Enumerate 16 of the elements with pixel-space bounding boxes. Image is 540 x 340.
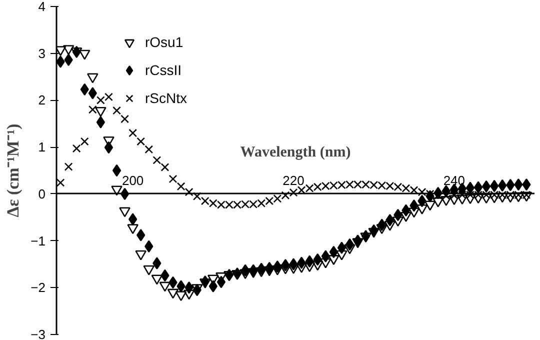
y-tick-label: 1 — [38, 140, 46, 155]
y-tick-label: −1 — [30, 233, 46, 248]
legend-label: rCssII — [145, 62, 182, 78]
x-tick-label: 200 — [122, 172, 144, 188]
y-tick-label: −3 — [30, 327, 46, 340]
y-tick-label: 4 — [38, 0, 46, 14]
y-tick-label: −2 — [30, 280, 46, 296]
y-tick-label: 2 — [38, 92, 46, 108]
y-axis-title: Δε (cm⁻¹M⁻¹) — [4, 124, 23, 218]
legend-label: rScNtx — [145, 90, 187, 106]
y-tick-label: 3 — [38, 46, 46, 61]
x-tick-label: 240 — [443, 172, 466, 188]
x-axis-title: Wavelength (nm) — [240, 144, 351, 160]
x-tick-label: 220 — [282, 172, 304, 188]
legend-label: rOsu1 — [145, 34, 184, 50]
y-tick-label: 0 — [38, 186, 46, 202]
